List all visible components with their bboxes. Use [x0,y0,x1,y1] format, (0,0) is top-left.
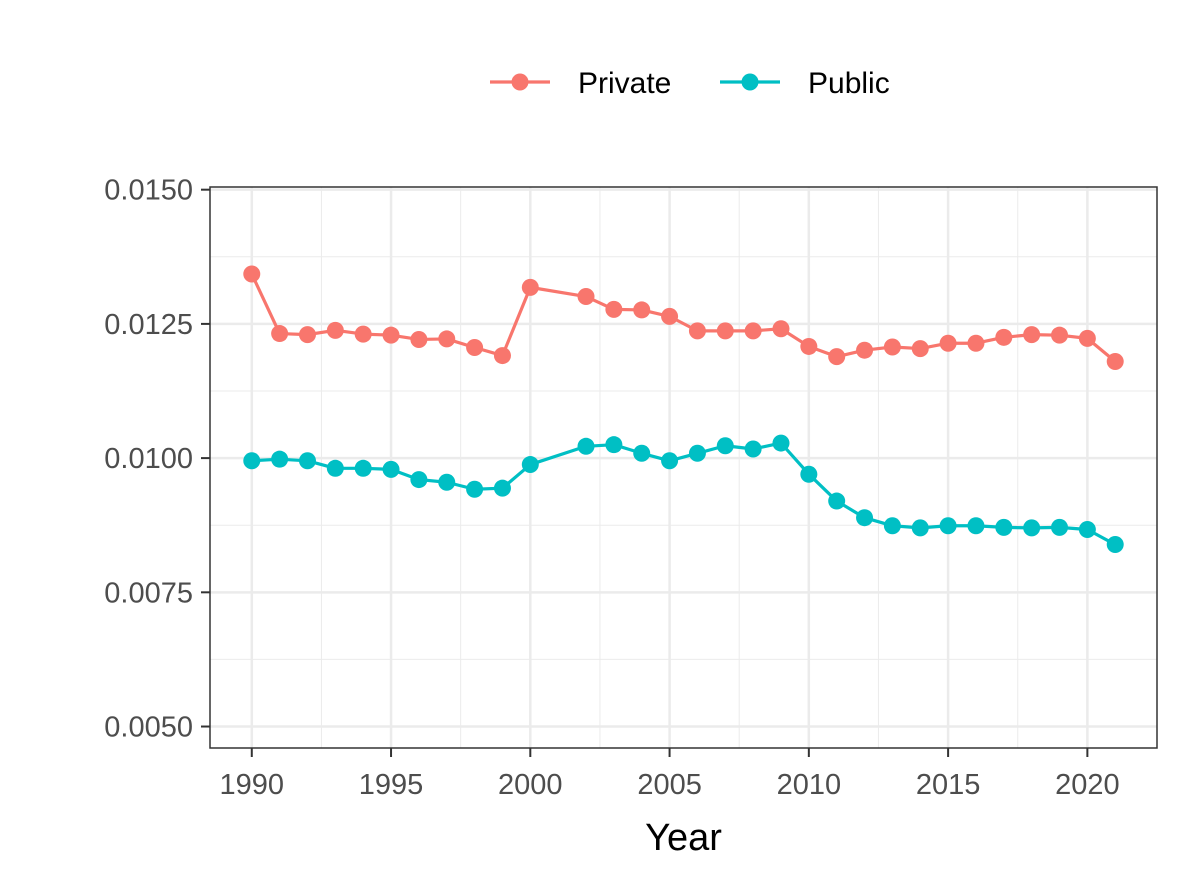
x-tick-label: 2005 [637,769,702,801]
public-point [298,452,316,470]
series-private [243,265,1124,370]
private-point [354,325,372,343]
private-point [716,322,734,340]
private-point [772,320,790,338]
private-point [995,328,1013,346]
public-point [716,437,734,455]
private-point [326,321,344,339]
x-tick-label: 2015 [916,769,981,801]
public-point [1023,519,1041,537]
private-point [605,300,623,318]
legend: Private Public [490,67,890,100]
public-point [939,517,957,535]
x-tick-label: 1995 [359,769,424,801]
public-point [1051,518,1069,536]
legend-label: Public [808,67,890,100]
private-point [410,330,428,348]
public-point [1078,521,1096,539]
private-point [521,278,539,296]
private-point [493,347,511,365]
y-axis: 0.0050 0.0075 0.0100 0.0125 0.0150 [104,175,210,744]
private-point [438,330,456,348]
public-point [243,452,261,470]
public-point [772,434,790,452]
legend-label: Private [578,67,671,100]
legend-key-point [741,73,759,91]
private-point [1078,329,1096,347]
public-point [995,518,1013,536]
private-point [939,334,957,352]
private-point [856,341,874,359]
public-point [633,444,651,462]
legend-item-public: Public [720,67,890,100]
public-point [688,444,706,462]
public-point [521,456,539,474]
plot-area [209,186,1158,749]
private-point [828,348,846,366]
y-tick-label: 0.0150 [104,175,193,207]
x-tick-label: 2010 [777,769,842,801]
public-point [382,460,400,478]
public-point [744,440,762,458]
public-point [911,519,929,537]
private-point [633,301,651,319]
x-tick-label: 1990 [220,769,285,801]
private-point [911,340,929,358]
public-point [438,473,456,491]
public-point [883,517,901,535]
private-point [271,325,289,343]
public-point [354,459,372,477]
public-point [605,436,623,454]
public-point [661,452,679,470]
private-point [1023,326,1041,344]
public-point [493,479,511,497]
private-point [1106,352,1124,370]
private-point [883,338,901,356]
private-point [466,339,484,357]
private-point [661,307,679,325]
public-point [410,471,428,489]
public-point [800,465,818,483]
y-tick-label: 0.0050 [104,712,193,744]
public-point [1106,536,1124,554]
series-layer [243,265,1124,554]
y-tick-label: 0.0100 [104,443,193,475]
legend-key-point [511,73,529,91]
y-tick-label: 0.0075 [104,577,193,609]
x-axis-title: Year [645,817,722,859]
private-point [298,326,316,344]
private-point [577,288,595,306]
private-point [243,265,261,283]
private-point [967,334,985,352]
public-point [828,492,846,510]
series-public [243,434,1124,554]
x-tick-label: 2020 [1055,769,1120,801]
private-point [800,337,818,355]
panel-border [209,186,1158,749]
private-point [1051,326,1069,344]
public-point [466,480,484,498]
public-point [856,509,874,527]
public-point [967,517,985,535]
private-point [382,326,400,344]
private-point [688,322,706,340]
legend-item-private: Private [490,67,671,100]
public-point [271,450,289,468]
public-point [577,437,595,455]
y-tick-label: 0.0125 [104,309,193,341]
public-point [326,459,344,477]
x-axis: 1990 1995 2000 2005 2010 2015 2020 [220,748,1120,801]
private-point [744,322,762,340]
x-tick-label: 2000 [498,769,563,801]
